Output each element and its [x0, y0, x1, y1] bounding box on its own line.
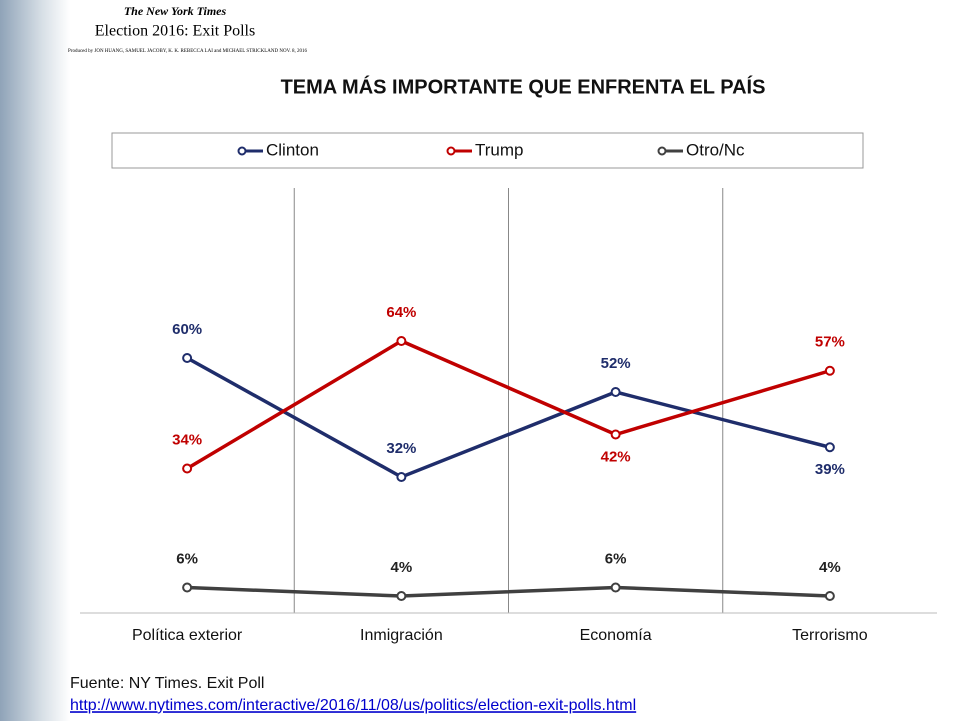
- data-point: [610, 387, 621, 397]
- series-line: [186, 339, 831, 471]
- source-link[interactable]: http://www.nytimes.com/interactive/2016/…: [70, 697, 636, 714]
- side-decoration: [0, 0, 70, 721]
- data-label: 52%: [601, 355, 631, 372]
- nyt-logo: The New York Times: [124, 4, 227, 18]
- data-label: 34%: [172, 431, 202, 448]
- data-label: 32%: [386, 440, 416, 457]
- data-point: [182, 353, 193, 363]
- legend-label: Otro/Nc: [686, 140, 745, 159]
- x-tick-label: Terrorismo: [792, 627, 868, 644]
- source: Fuente: NY Times. Exit Poll: [70, 675, 264, 692]
- data-point: [824, 365, 835, 376]
- x-tick-label: Política exterior: [132, 627, 243, 644]
- data-point: [396, 336, 407, 346]
- data-point: [396, 472, 407, 482]
- data-point: [610, 582, 621, 593]
- header-title: Election 2016: Exit Polls: [95, 23, 255, 40]
- x-tick-label: Inmigración: [360, 627, 443, 644]
- data-label: 60%: [172, 321, 202, 338]
- x-tick-label: Economía: [580, 627, 652, 644]
- data-label: 57%: [815, 334, 845, 351]
- data-point: [824, 591, 835, 601]
- chart-title: TEMA MÁS IMPORTANTE QUE ENFRENTA EL PAÍS: [281, 75, 766, 98]
- data-point: [610, 429, 621, 440]
- legend-box: [111, 132, 864, 169]
- series-line: [187, 585, 830, 598]
- data-point: [182, 582, 193, 593]
- data-point: [396, 591, 407, 601]
- data-point: [182, 463, 193, 474]
- data-point: [824, 442, 835, 453]
- legend-marker: [237, 146, 247, 156]
- legend-label: Clinton: [266, 140, 319, 159]
- legend-marker: [446, 146, 456, 156]
- data-label: 64%: [386, 304, 416, 321]
- data-label: 4%: [391, 559, 413, 576]
- legend-label: Trump: [475, 140, 524, 159]
- header-credits: Produced by JON HUANG, SAMUEL JACOBY, K.…: [68, 49, 308, 54]
- data-label: 42%: [601, 448, 631, 465]
- series-line: [186, 356, 831, 479]
- data-label: 6%: [176, 550, 198, 567]
- data-label: 4%: [819, 559, 841, 576]
- data-label: 6%: [605, 550, 627, 567]
- legend-marker: [657, 146, 667, 156]
- data-label: 39%: [815, 461, 845, 478]
